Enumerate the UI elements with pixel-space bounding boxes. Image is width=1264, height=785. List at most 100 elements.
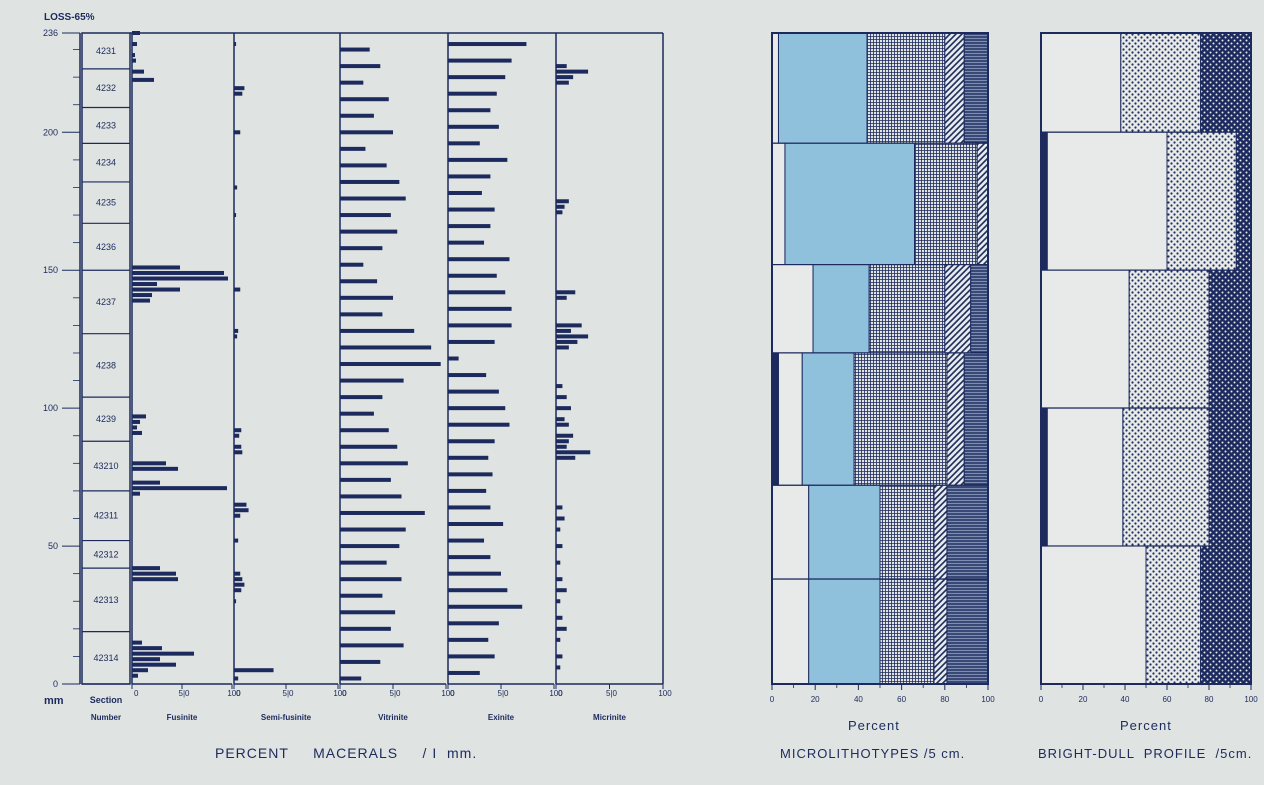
maceral-bar xyxy=(556,64,567,69)
maceral-bar xyxy=(132,461,166,466)
maceral-bar xyxy=(556,599,561,604)
maceral-bar xyxy=(340,477,391,482)
bright-dull-x-label: Percent xyxy=(1120,718,1172,733)
section-id-label: 4238 xyxy=(96,360,116,370)
section-id-label: 42314 xyxy=(93,653,118,663)
maceral-bar xyxy=(448,323,512,328)
maceral-bar xyxy=(556,80,569,85)
maceral-bar xyxy=(556,505,563,510)
maceral-bar xyxy=(132,662,176,667)
maceral-bar xyxy=(340,659,381,664)
section-id-label: 4237 xyxy=(96,297,116,307)
maceral-bar xyxy=(234,444,242,449)
maceral-bar xyxy=(340,494,402,499)
microlithotype-segment xyxy=(879,484,935,580)
bright-dull-segment xyxy=(1046,407,1124,547)
maceral-bar xyxy=(340,196,406,201)
microlithotype-segment xyxy=(771,578,810,685)
microlithotype-segment xyxy=(801,352,855,486)
maceral-bar xyxy=(132,77,154,82)
maceral-bar xyxy=(132,287,180,292)
depth-tick-label: 50 xyxy=(48,541,58,551)
maceral-bar xyxy=(448,207,495,212)
track-tick-label: 100 xyxy=(549,689,563,698)
maceral-bar xyxy=(556,615,563,620)
maceral-bar xyxy=(448,339,495,344)
maceral-bar xyxy=(556,395,567,400)
track-tick-label: 5|0 xyxy=(283,689,295,698)
bright-dull-segment xyxy=(1200,32,1252,133)
maceral-bar xyxy=(234,130,241,135)
maceral-bar xyxy=(556,665,561,670)
maceral-bar xyxy=(132,466,178,471)
maceral-bar xyxy=(556,323,582,328)
maceral-bar xyxy=(556,527,561,532)
bright-dull-segment xyxy=(1122,407,1210,547)
bright-tick-label: 60 xyxy=(1163,695,1172,704)
maceral-bar xyxy=(556,290,576,295)
maceral-bar xyxy=(556,204,565,209)
micro-tick-label: 80 xyxy=(940,695,949,704)
maceral-bar xyxy=(340,80,364,85)
bright-tick-label: 20 xyxy=(1079,695,1088,704)
depth-unit-label: mm xyxy=(44,695,64,707)
maceral-bar xyxy=(340,130,393,135)
microlithotype-segment xyxy=(933,578,948,685)
maceral-bar xyxy=(132,480,160,485)
maceral-bar xyxy=(132,577,178,582)
maceral-bar xyxy=(448,555,491,560)
maceral-bar xyxy=(448,224,491,229)
maceral-bar xyxy=(448,538,485,543)
maceral-bar xyxy=(556,210,563,215)
maceral-bar xyxy=(340,411,374,416)
maceral-bar xyxy=(448,141,480,146)
maceral-bar xyxy=(448,588,508,593)
depth-tick-label: 0 xyxy=(53,679,58,689)
maceral-bar xyxy=(556,328,571,333)
micro-tick-label: 100 xyxy=(981,695,995,704)
header-label: LOSS-65% xyxy=(44,12,95,23)
maceral-bar xyxy=(448,356,459,361)
section-id-label: 42312 xyxy=(93,549,118,559)
maceral-bar xyxy=(340,279,378,284)
maceral-bar xyxy=(340,461,408,466)
maceral-bar xyxy=(556,654,563,659)
micro-tick-label: 0 xyxy=(770,695,775,704)
microlithotype-segment xyxy=(944,264,972,354)
maceral-bar xyxy=(448,240,485,245)
microlithotype-segment xyxy=(812,264,870,354)
maceral-bar xyxy=(234,668,274,673)
microlithotype-segment xyxy=(808,484,881,580)
maceral-bar xyxy=(340,362,441,367)
maceral-bar xyxy=(340,395,383,400)
section-id-label: 4233 xyxy=(96,120,116,130)
maceral-bar xyxy=(132,646,162,651)
microlithotype-segment xyxy=(784,142,916,266)
maceral-bar xyxy=(448,422,510,427)
section-column-label: Section xyxy=(90,695,123,705)
maceral-bar xyxy=(556,199,569,204)
maceral-bar xyxy=(340,444,398,449)
microlithotype-segment xyxy=(771,142,786,266)
section-id-label: 4239 xyxy=(96,414,116,424)
maceral-bar xyxy=(448,505,491,510)
maceral-bar xyxy=(132,69,144,74)
maceral-bar xyxy=(340,593,383,598)
maceral-bar xyxy=(340,179,400,184)
maceral-bar xyxy=(448,472,493,477)
maceral-bar xyxy=(132,270,224,275)
maceral-bar xyxy=(448,604,523,609)
maceral-bar xyxy=(234,86,245,91)
maceral-bar xyxy=(556,444,567,449)
maceral-bar xyxy=(234,91,243,96)
maceral-bar xyxy=(556,334,589,339)
maceral-bar xyxy=(448,257,510,262)
maceral-bar xyxy=(132,58,136,63)
maceral-bar xyxy=(448,174,491,179)
maceral-bar xyxy=(132,425,137,430)
maceral-bar xyxy=(556,384,563,389)
maceral-bar xyxy=(556,450,591,455)
maceral-bar xyxy=(556,433,574,438)
maceral-bar xyxy=(132,42,137,47)
microlithotype-segment xyxy=(946,578,989,685)
